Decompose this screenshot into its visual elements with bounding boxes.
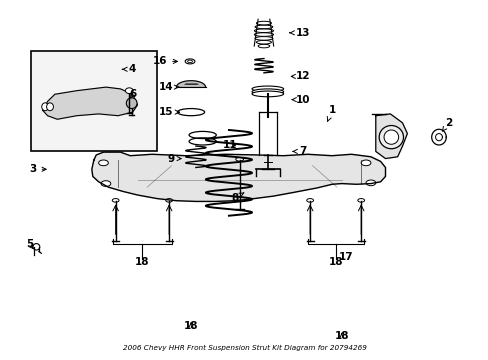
Ellipse shape	[46, 103, 53, 111]
Ellipse shape	[187, 60, 192, 63]
Circle shape	[125, 88, 133, 94]
Text: 18: 18	[183, 321, 198, 332]
Ellipse shape	[256, 21, 271, 25]
Text: 11: 11	[222, 140, 237, 150]
Text: 7: 7	[292, 147, 306, 157]
Text: 6: 6	[129, 89, 136, 99]
Ellipse shape	[251, 89, 283, 95]
Ellipse shape	[33, 244, 40, 250]
Ellipse shape	[185, 59, 195, 64]
Ellipse shape	[251, 86, 283, 92]
Polygon shape	[42, 87, 137, 119]
Ellipse shape	[366, 180, 375, 186]
Text: 14: 14	[158, 82, 179, 92]
Ellipse shape	[254, 29, 273, 32]
Ellipse shape	[126, 98, 137, 109]
Text: 5: 5	[26, 239, 33, 249]
Text: 3: 3	[29, 164, 46, 174]
Ellipse shape	[41, 103, 48, 111]
Ellipse shape	[251, 91, 283, 97]
Ellipse shape	[258, 44, 269, 48]
Text: 2006 Chevy HHR Front Suspension Strut Kit Diagram for 20794269: 2006 Chevy HHR Front Suspension Strut Ki…	[122, 345, 366, 351]
Ellipse shape	[255, 37, 272, 40]
Ellipse shape	[99, 160, 108, 166]
Text: 1: 1	[326, 105, 335, 121]
Text: 17: 17	[339, 252, 353, 262]
Ellipse shape	[378, 126, 403, 149]
Text: 15: 15	[158, 107, 179, 117]
Ellipse shape	[256, 40, 271, 44]
Ellipse shape	[101, 181, 111, 186]
Ellipse shape	[306, 199, 313, 202]
Text: 4: 4	[122, 64, 135, 74]
Text: 10: 10	[292, 95, 309, 105]
Bar	[30, 51, 157, 152]
Ellipse shape	[357, 199, 364, 202]
Ellipse shape	[383, 130, 398, 144]
Text: 18: 18	[135, 257, 149, 267]
Polygon shape	[176, 81, 205, 87]
Polygon shape	[375, 114, 407, 158]
Polygon shape	[92, 152, 385, 202]
Text: 16: 16	[152, 57, 177, 66]
Text: 2: 2	[442, 118, 451, 131]
Text: 13: 13	[289, 28, 309, 38]
Ellipse shape	[165, 199, 172, 202]
Polygon shape	[115, 65, 125, 73]
Text: 18: 18	[328, 257, 343, 267]
Text: 12: 12	[291, 71, 309, 81]
Text: 18: 18	[334, 332, 348, 342]
Ellipse shape	[112, 199, 119, 202]
Ellipse shape	[235, 157, 243, 161]
Ellipse shape	[361, 160, 370, 166]
Ellipse shape	[255, 25, 272, 29]
Text: 8: 8	[231, 193, 244, 203]
Ellipse shape	[254, 33, 273, 36]
Text: 9: 9	[167, 154, 181, 163]
